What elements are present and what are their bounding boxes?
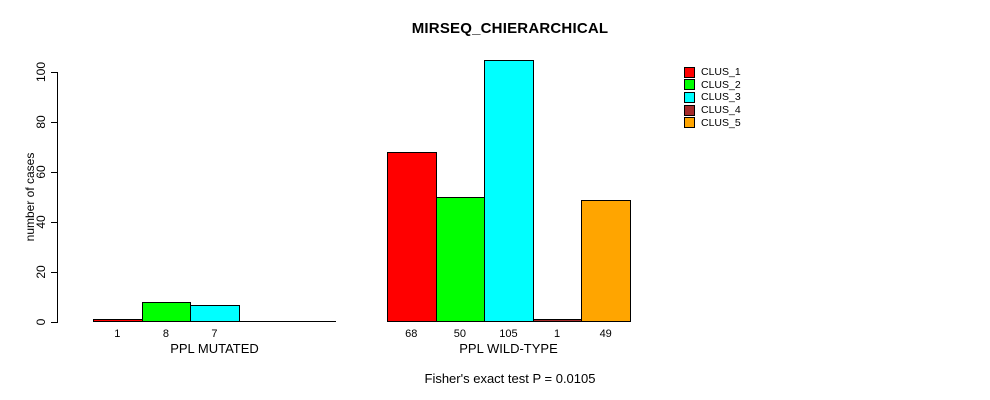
bar	[581, 199, 631, 322]
legend-swatch	[684, 104, 695, 116]
bar	[387, 152, 437, 322]
legend: CLUS_1 CLUS_2 CLUS_3 CLUS_4 CLUS_5	[684, 66, 741, 129]
legend-item: CLUS_5	[684, 116, 741, 129]
y-axis-tick-label: 20	[34, 265, 48, 279]
legend-label: CLUS_1	[701, 66, 741, 79]
legend-label: CLUS_4	[701, 104, 741, 117]
y-axis-tick-label: 40	[34, 215, 48, 229]
bar-value-label: 1	[114, 328, 121, 340]
x-axis-group-label: PPL MUTATED	[170, 341, 259, 356]
y-axis-tick	[51, 222, 57, 223]
bar	[532, 319, 583, 322]
bar	[484, 59, 534, 322]
legend-swatch	[684, 117, 695, 129]
legend-label: CLUS_3	[701, 91, 741, 104]
bar-value-label: 49	[599, 328, 612, 340]
y-axis-line	[57, 72, 58, 323]
y-axis-tick-label: 0	[34, 318, 48, 326]
legend-label: CLUS_2	[701, 78, 741, 91]
legend-swatch	[684, 66, 695, 78]
legend-item: CLUS_4	[684, 104, 741, 117]
bar	[93, 319, 143, 322]
legend-item: CLUS_2	[684, 79, 741, 92]
bar	[435, 197, 486, 322]
y-axis-tick	[51, 322, 57, 323]
bar-value-label: 105	[499, 328, 518, 340]
chart-title: MIRSEQ_CHIERARCHICAL	[411, 20, 609, 37]
bar-value-label: 8	[162, 328, 169, 340]
stat-annotation: Fisher's exact test P = 0.0105	[424, 371, 596, 386]
bar-value-label: 1	[554, 328, 561, 340]
bar	[141, 302, 192, 322]
legend-label: CLUS_5	[701, 116, 741, 129]
y-axis-tick-label: 100	[34, 61, 48, 83]
legend-item: CLUS_1	[684, 66, 741, 79]
x-axis-group-label: PPL WILD-TYPE	[459, 341, 558, 356]
y-axis-tick-label: 80	[34, 115, 48, 129]
y-axis-tick	[51, 272, 57, 273]
bar	[190, 304, 240, 322]
legend-swatch	[684, 79, 695, 91]
y-axis-tick-label: 60	[34, 165, 48, 179]
legend-swatch	[684, 91, 695, 103]
bar-value-label: 68	[405, 328, 418, 340]
y-axis-tick	[51, 72, 57, 73]
bar-value-label: 50	[453, 328, 467, 340]
legend-item: CLUS_3	[684, 91, 741, 104]
y-axis-tick	[51, 172, 57, 173]
bar-value-label: 7	[211, 328, 218, 340]
y-axis-tick	[51, 122, 57, 123]
